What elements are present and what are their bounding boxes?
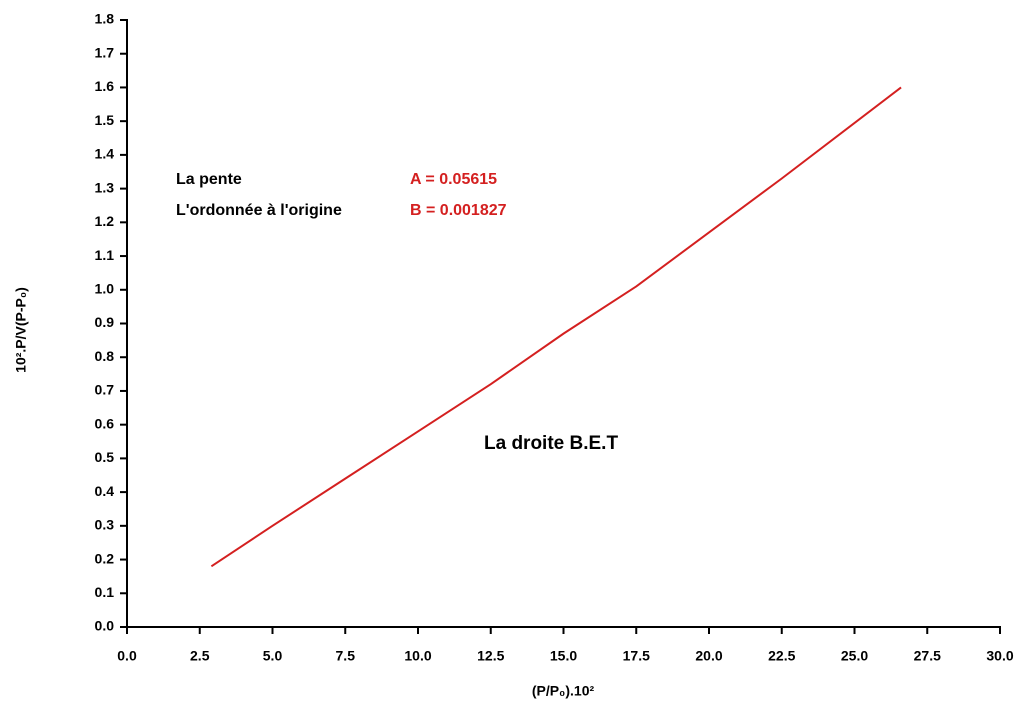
annotation: A = 0.05615	[410, 171, 497, 188]
y-tick-label: 1.8	[95, 11, 115, 27]
annotation: L'ordonnée à l'origine	[176, 202, 342, 219]
x-tick-label: 2.5	[190, 648, 210, 664]
y-tick-label: 0.1	[95, 584, 115, 600]
y-tick-label: 0.4	[95, 483, 115, 499]
y-axis-label: 10².P/V(P-P₀)	[13, 287, 29, 373]
y-tick-label: 1.2	[95, 213, 115, 229]
y-tick-label: 0.8	[95, 348, 115, 364]
y-tick-label: 1.3	[95, 179, 115, 195]
x-tick-label: 22.5	[768, 648, 795, 664]
x-axis-label: (P/P₀).10²	[532, 683, 595, 699]
x-tick-label: 20.0	[695, 648, 722, 664]
x-tick-label: 12.5	[477, 648, 504, 664]
x-tick-label: 17.5	[623, 648, 650, 664]
x-tick-label: 30.0	[986, 648, 1013, 664]
x-tick-label: 0.0	[117, 648, 137, 664]
y-tick-label: 0.3	[95, 517, 115, 533]
x-tick-label: 27.5	[914, 648, 941, 664]
x-tick-label: 10.0	[404, 648, 431, 664]
x-tick-label: 5.0	[263, 648, 283, 664]
x-tick-label: 7.5	[336, 648, 356, 664]
y-tick-label: 0.9	[95, 314, 115, 330]
y-tick-label: 1.0	[95, 280, 115, 296]
annotation: La pente	[176, 171, 242, 188]
y-tick-label: 1.7	[95, 44, 115, 60]
y-tick-label: 0.7	[95, 382, 115, 398]
y-tick-label: 1.1	[95, 247, 115, 263]
y-tick-label: 0.5	[95, 449, 115, 465]
y-tick-label: 0.6	[95, 415, 115, 431]
y-tick-label: 1.5	[95, 112, 115, 128]
annotation: B = 0.001827	[410, 202, 507, 219]
annotation: La droite B.E.T	[484, 433, 618, 454]
y-tick-label: 1.6	[95, 78, 115, 94]
y-tick-label: 1.4	[95, 146, 115, 162]
y-tick-label: 0.2	[95, 550, 115, 566]
y-tick-label: 0.0	[95, 618, 115, 634]
x-tick-label: 25.0	[841, 648, 868, 664]
x-tick-label: 15.0	[550, 648, 577, 664]
data-line	[210, 86, 902, 568]
